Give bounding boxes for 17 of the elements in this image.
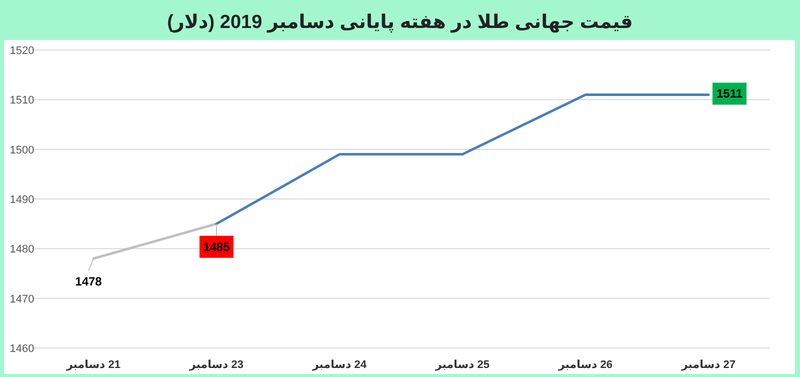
x-tick-label: 26 دسامبر: [557, 359, 613, 371]
y-tick-label: 1460: [10, 343, 34, 355]
data-label: 1511: [716, 86, 743, 101]
y-tick-label: 1510: [10, 94, 34, 107]
y-tick-label: 1490: [10, 194, 34, 206]
data-label: 1478: [75, 274, 102, 289]
y-tick-label: 1520: [10, 45, 34, 57]
y-tick-label: 1480: [10, 244, 34, 256]
chart-title: قیمت جهانی طلا در هفته پایانی دسامبر 2019 (دلار): [167, 12, 633, 33]
x-tick-label: 27 دسامبر: [680, 359, 736, 371]
x-tick-label: 24 دسامبر: [311, 359, 368, 371]
x-tick-label: 21 دسامبر: [65, 359, 121, 371]
y-tick-label: 1470: [10, 293, 34, 306]
x-tick-label: 25 دسامبر: [434, 359, 490, 371]
data-label: 1485: [203, 240, 230, 254]
x-tick-label: 23 دسامبر: [188, 359, 244, 371]
y-tick-label: 1500: [10, 144, 34, 156]
